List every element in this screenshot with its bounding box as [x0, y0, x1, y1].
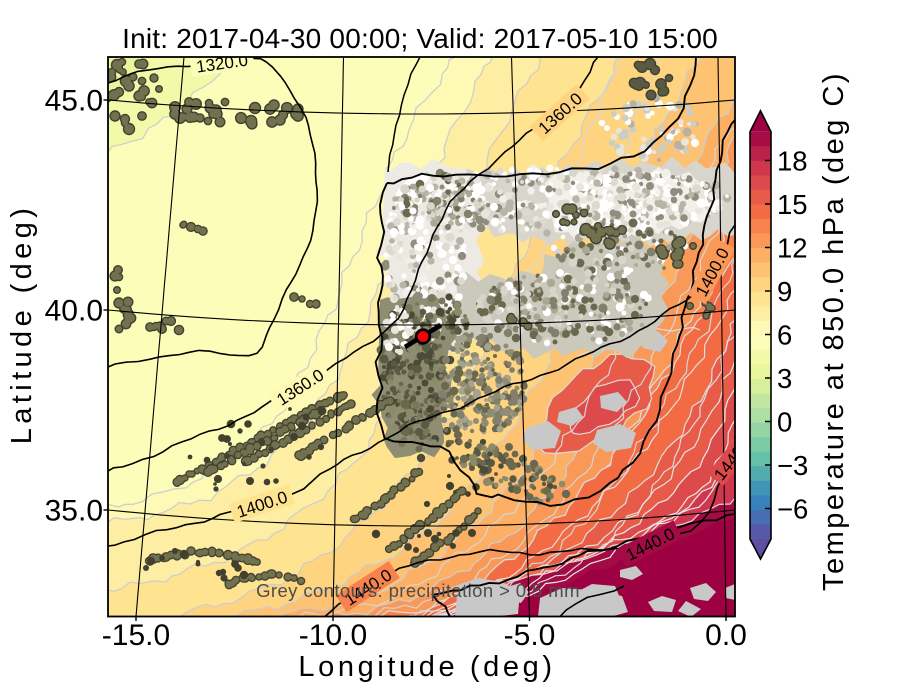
- svg-text:Init: 2017-04-30 00:00; Valid:: Init: 2017-04-30 00:00; Valid: 2017-05-1…: [122, 23, 718, 54]
- svg-text:−3: −3: [777, 450, 808, 481]
- svg-text:-5.0: -5.0: [504, 619, 556, 652]
- svg-text:6: 6: [777, 320, 792, 351]
- svg-text:35.0: 35.0: [45, 495, 103, 528]
- svg-text:-15.0: -15.0: [102, 619, 170, 652]
- svg-text:Longitude (deg): Longitude (deg): [298, 651, 555, 683]
- svg-text:Latitude (deg): Latitude (deg): [6, 204, 38, 445]
- svg-text:0.0: 0.0: [705, 619, 747, 652]
- svg-text:0: 0: [777, 407, 792, 438]
- svg-text:-10.0: -10.0: [299, 619, 367, 652]
- svg-text:15: 15: [777, 189, 808, 220]
- svg-text:Temperature at 850.0 hPa (deg: Temperature at 850.0 hPa (deg C): [818, 71, 850, 591]
- svg-text:40.0: 40.0: [45, 295, 103, 328]
- svg-text:9: 9: [777, 276, 792, 307]
- svg-text:−6: −6: [777, 494, 808, 525]
- svg-text:3: 3: [777, 363, 792, 394]
- svg-text:12: 12: [777, 233, 808, 264]
- svg-text:18: 18: [777, 146, 808, 177]
- svg-text:Grey contours: precipitation >: Grey contours: precipitation > 0.5 mm: [256, 580, 580, 601]
- svg-text:45.0: 45.0: [45, 85, 103, 118]
